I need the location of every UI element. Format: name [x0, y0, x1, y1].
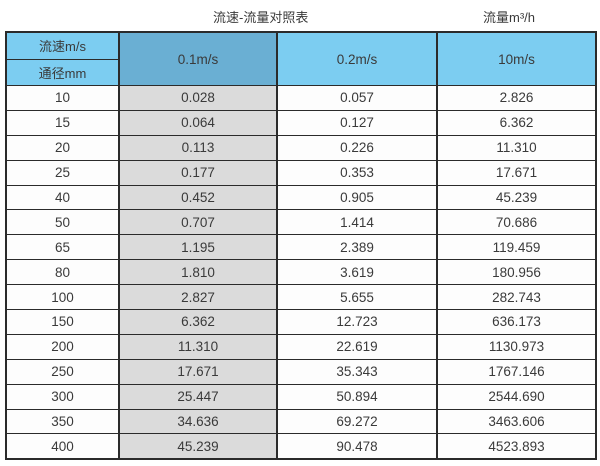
table-row: 65 1.195 2.389 119.459 [5, 234, 597, 261]
table-row: 150 6.362 12.723 636.173 [5, 309, 597, 335]
diameter-cell: 40 [5, 184, 120, 211]
value-cell: 0.057 [276, 85, 438, 111]
value-cell: 25.447 [118, 383, 278, 410]
diameter-cell: 200 [5, 333, 120, 360]
value-cell: 12.723 [276, 309, 438, 335]
table-row: 20 0.113 0.226 11.310 [5, 134, 597, 161]
value-cell: 6.362 [118, 309, 278, 335]
value-cell: 5.655 [276, 284, 438, 311]
table-row: 15 0.064 0.127 6.362 [5, 109, 597, 136]
diameter-cell: 150 [5, 309, 120, 335]
value-cell: 34.636 [118, 408, 278, 435]
table-header: 流速m/s 0.1m/s 0.2m/s 10m/s 通径mm [5, 31, 597, 86]
flow-unit-title: 流量m³/h [483, 10, 536, 25]
value-cell: 180.956 [436, 259, 597, 286]
value-cell: 45.239 [436, 184, 597, 211]
value-cell: 1767.146 [436, 358, 597, 385]
value-cell: 0.707 [118, 209, 278, 236]
diameter-cell: 400 [5, 433, 120, 460]
value-cell: 45.239 [118, 433, 278, 460]
table-row: 250 17.671 35.343 1767.146 [5, 358, 597, 385]
value-cell: 636.173 [436, 309, 597, 335]
value-cell: 50.894 [276, 383, 438, 410]
value-cell: 0.064 [118, 109, 278, 136]
value-cell: 90.478 [276, 433, 438, 460]
diameter-cell: 250 [5, 358, 120, 385]
value-cell: 0.353 [276, 159, 438, 186]
value-cell: 0.127 [276, 109, 438, 136]
diameter-cell: 20 [5, 134, 120, 161]
value-cell: 0.028 [118, 85, 278, 111]
header-velocity-0-2: 0.2m/s [276, 31, 438, 86]
table-row: 80 1.810 3.619 180.956 [5, 259, 597, 286]
diameter-cell: 300 [5, 383, 120, 410]
value-cell: 11.310 [436, 134, 597, 161]
flow-conversion-table: 流速m/s 0.1m/s 0.2m/s 10m/s 通径mm 10 0.028 … [5, 31, 597, 461]
table-row: 40 0.452 0.905 45.239 [5, 184, 597, 211]
table-row: 50 0.707 1.414 70.686 [5, 209, 597, 236]
table-row: 400 45.239 90.478 4523.893 [5, 433, 597, 460]
value-cell: 0.113 [118, 134, 278, 161]
diameter-cell: 25 [5, 159, 120, 186]
diameter-cell: 65 [5, 234, 120, 261]
value-cell: 69.272 [276, 408, 438, 435]
diameter-cell: 50 [5, 209, 120, 236]
value-cell: 0.177 [118, 159, 278, 186]
value-cell: 3463.606 [436, 408, 597, 435]
value-cell: 70.686 [436, 209, 597, 236]
table-body: 10 0.028 0.057 2.826 15 0.064 0.127 6.36… [5, 85, 597, 460]
value-cell: 11.310 [118, 333, 278, 360]
value-cell: 2.826 [436, 85, 597, 111]
diameter-cell: 350 [5, 408, 120, 435]
table-row: 10 0.028 0.057 2.826 [5, 85, 597, 111]
diameter-cell: 10 [5, 85, 120, 111]
value-cell: 1.414 [276, 209, 438, 236]
title-row: 流速-流量对照表 流量m³/h [0, 0, 600, 31]
value-cell: 3.619 [276, 259, 438, 286]
table-title: 流速-流量对照表 [213, 10, 309, 25]
value-cell: 0.452 [118, 184, 278, 211]
value-cell: 2.827 [118, 284, 278, 311]
table-row: 300 25.447 50.894 2544.690 [5, 383, 597, 410]
value-cell: 17.671 [436, 159, 597, 186]
value-cell: 0.905 [276, 184, 438, 211]
value-cell: 0.226 [276, 134, 438, 161]
value-cell: 282.743 [436, 284, 597, 311]
value-cell: 4523.893 [436, 433, 597, 460]
header-velocity-0-1: 0.1m/s [118, 31, 278, 86]
value-cell: 17.671 [118, 358, 278, 385]
table-row: 200 11.310 22.619 1130.973 [5, 333, 597, 360]
value-cell: 1130.973 [436, 333, 597, 360]
value-cell: 1.810 [118, 259, 278, 286]
value-cell: 119.459 [436, 234, 597, 261]
value-cell: 22.619 [276, 333, 438, 360]
table-row: 25 0.177 0.353 17.671 [5, 159, 597, 186]
value-cell: 6.362 [436, 109, 597, 136]
diameter-cell: 80 [5, 259, 120, 286]
value-cell: 1.195 [118, 234, 278, 261]
header-velocity-label: 流速m/s [5, 31, 120, 60]
value-cell: 2.389 [276, 234, 438, 261]
table-row: 350 34.636 69.272 3463.606 [5, 408, 597, 435]
header-velocity-10: 10m/s [436, 31, 597, 86]
diameter-cell: 100 [5, 284, 120, 311]
value-cell: 35.343 [276, 358, 438, 385]
header-diameter-label: 通径mm [5, 58, 120, 86]
diameter-cell: 15 [5, 109, 120, 136]
table-row: 100 2.827 5.655 282.743 [5, 284, 597, 311]
value-cell: 2544.690 [436, 383, 597, 410]
